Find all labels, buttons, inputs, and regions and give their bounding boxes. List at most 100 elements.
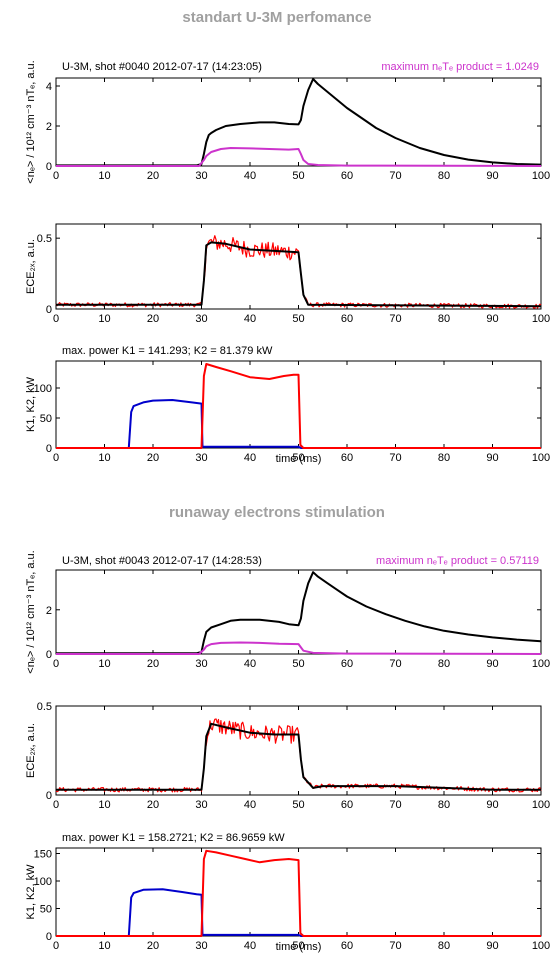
x-tick-label: 30 [195,799,207,811]
x-tick-label: 100 [532,313,550,325]
section-title: runaway electrons stimulation [169,504,385,521]
x-tick-label: 100 [532,452,550,464]
x-tick-label: 80 [438,170,450,182]
x-tick-label: 60 [341,658,353,670]
x-tick-label: 0 [53,799,59,811]
panel-note: U-3M, shot #0040 2012-07-17 (14:23:05) [62,61,262,73]
y-axis-label: K1, K2, kW [25,376,37,432]
panel-note: max. power K1 = 141.293; K2 = 81.379 kW [62,345,273,357]
x-tick-label: 70 [389,452,401,464]
plot-frame [55,569,542,655]
x-tick-label: 60 [341,940,353,952]
y-tick-label: 0 [46,790,52,802]
x-tick-label: 40 [244,170,256,182]
x-tick-label: 0 [53,313,59,325]
x-tick-label: 10 [98,799,110,811]
series-line [56,641,542,655]
x-tick-label: 90 [486,170,498,182]
y-tick-label: 100 [34,383,52,395]
x-tick-label: 40 [244,313,256,325]
x-axis-label: time (ms) [276,453,322,465]
x-tick-label: 100 [532,170,550,182]
y-tick-label: 2 [46,121,52,133]
series-line [55,718,542,793]
series-line [56,849,541,937]
x-tick-label: 30 [195,658,207,670]
x-tick-label: 80 [438,452,450,464]
y-tick-label: 4 [46,81,52,93]
x-tick-label: 0 [53,658,59,670]
x-axis-label: time (ms) [276,941,322,953]
x-tick-label: 90 [486,940,498,952]
y-tick-label: 0 [46,931,52,943]
x-tick-label: 90 [486,313,498,325]
series-line [56,147,542,167]
x-tick-label: 70 [389,313,401,325]
series-line [56,722,541,791]
plot-frame [55,223,542,310]
x-tick-label: 30 [195,170,207,182]
x-tick-label: 10 [98,658,110,670]
x-tick-label: 30 [195,940,207,952]
y-axis-label: ECE₂ₓ, a.u. [25,723,37,778]
x-tick-label: 50 [292,170,304,182]
x-tick-label: 70 [389,940,401,952]
x-tick-label: 90 [486,799,498,811]
y-tick-label: 0.5 [37,701,52,713]
x-tick-label: 90 [486,452,498,464]
x-tick-label: 20 [147,170,159,182]
panel-note-right: maximum nₑTₑ product = 0.57119 [376,555,539,567]
y-axis-label: <nₑ> / 10¹² cm⁻³ nTₑ, a.u. [25,60,37,183]
series-line [56,399,541,449]
x-tick-label: 0 [53,170,59,182]
y-axis-label: ECE₂ₓ, a.u. [25,239,37,294]
x-tick-label: 80 [438,940,450,952]
x-tick-label: 50 [292,940,304,952]
x-tick-label: 100 [532,940,550,952]
x-tick-label: 40 [244,452,256,464]
y-tick-label: 0 [46,161,52,173]
x-tick-label: 60 [341,799,353,811]
x-tick-label: 40 [244,658,256,670]
series-line [56,363,541,449]
y-tick-label: 100 [34,876,52,888]
x-tick-label: 10 [98,940,110,952]
x-tick-label: 20 [147,452,159,464]
series-line [55,235,542,309]
y-tick-label: 0 [46,443,52,455]
y-tick-label: 50 [40,904,52,916]
plot-frame [55,77,542,167]
x-tick-label: 90 [486,658,498,670]
x-tick-label: 70 [389,799,401,811]
plot-frame [55,705,542,796]
x-tick-label: 10 [98,170,110,182]
series-line [56,571,542,655]
series-line [56,78,542,167]
x-tick-label: 70 [389,658,401,670]
y-tick-label: 0 [46,304,52,316]
y-tick-label: 50 [40,413,52,425]
x-tick-label: 80 [438,658,450,670]
x-tick-label: 0 [53,452,59,464]
section-title: standart U-3M perfomance [182,9,371,26]
panel-note-right: maximum nₑTₑ product = 1.0249 [381,61,539,73]
x-tick-label: 20 [147,313,159,325]
x-tick-label: 20 [147,799,159,811]
x-tick-label: 60 [341,170,353,182]
x-tick-label: 50 [292,452,304,464]
x-tick-label: 50 [292,799,304,811]
x-tick-label: 40 [244,799,256,811]
x-tick-label: 80 [438,799,450,811]
x-tick-label: 0 [53,940,59,952]
y-tick-label: 150 [34,849,52,861]
x-tick-label: 60 [341,313,353,325]
y-tick-label: 0.5 [37,233,52,245]
x-tick-label: 50 [292,313,304,325]
panel-note: max. power K1 = 158.2721; K2 = 86.9659 k… [62,832,285,844]
x-tick-label: 80 [438,313,450,325]
x-tick-label: 100 [532,799,550,811]
x-tick-label: 30 [195,313,207,325]
series-line [56,888,541,937]
x-tick-label: 10 [98,452,110,464]
